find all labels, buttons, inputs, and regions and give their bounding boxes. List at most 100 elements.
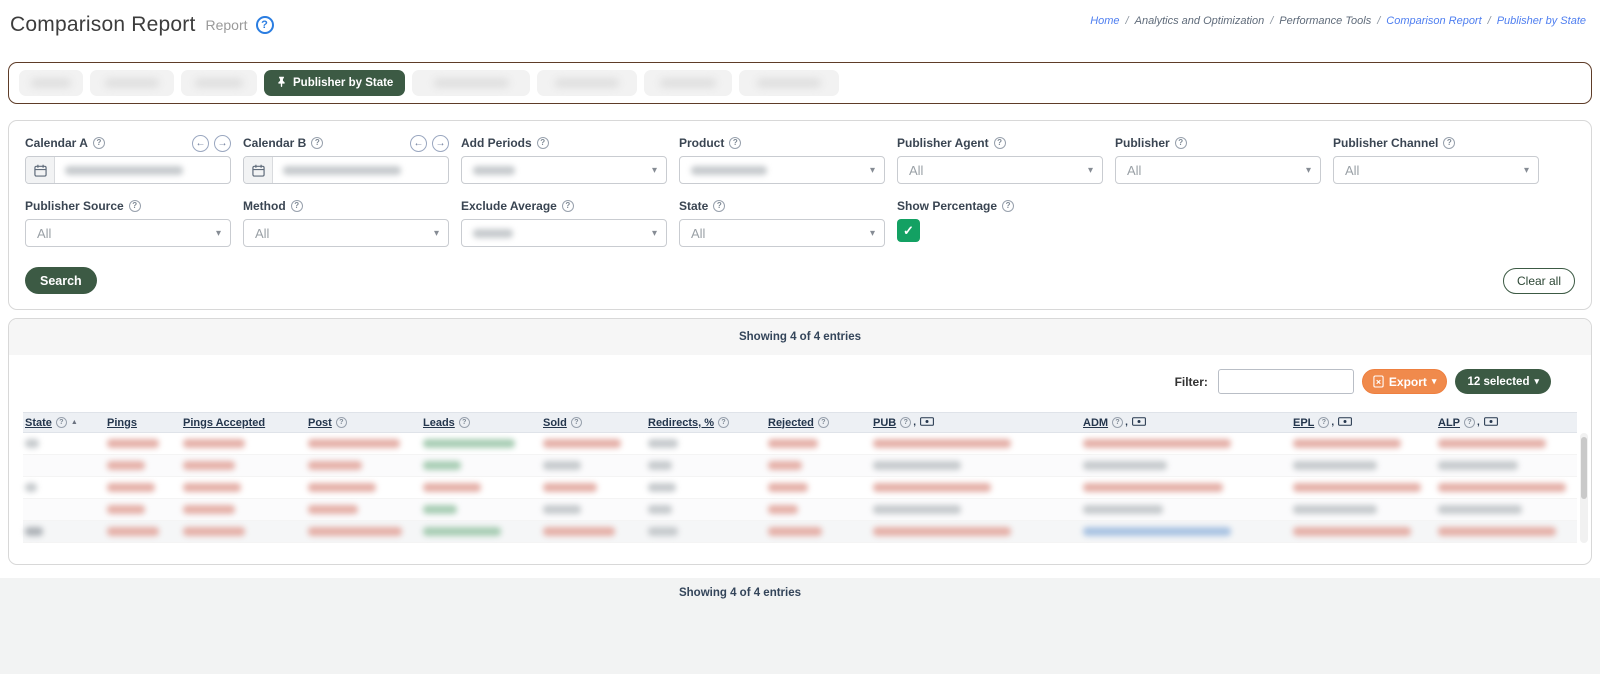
table-filter-input[interactable] [1217, 369, 1354, 394]
column-header-adm[interactable]: ADM?, [1081, 417, 1291, 429]
breadcrumb-item-comparison-report[interactable]: Comparison Report [1386, 15, 1482, 27]
columns-selected-button[interactable]: 12 selected ▾ [1455, 369, 1551, 394]
tab-blurred-6[interactable] [644, 70, 733, 96]
cell-value-blurred [25, 527, 43, 536]
column-header-post[interactable]: Post? [306, 417, 421, 429]
pub-help-icon: ? [900, 417, 912, 428]
filter-label-text: Show Percentage [897, 199, 998, 213]
arrow-left-icon[interactable]: ← [410, 134, 427, 152]
table-cell [421, 505, 541, 514]
select-value: All [37, 225, 52, 241]
table-scrollbar[interactable] [1580, 433, 1588, 543]
publisher-source-select[interactable]: All ▾ [25, 219, 231, 247]
column-label: ALP [1438, 416, 1460, 429]
table-row[interactable] [23, 455, 1577, 477]
calendar-b-input[interactable] [243, 156, 449, 184]
publisher-agent-help-icon: ? [993, 137, 1006, 149]
tab-blurred-0[interactable] [19, 70, 83, 96]
clear-all-button[interactable]: Clear all [1502, 267, 1575, 294]
cell-value-blurred [1438, 461, 1518, 470]
column-header-rejected[interactable]: Rejected? [766, 417, 871, 429]
calendar-a-input[interactable] [25, 156, 231, 184]
table-total-row[interactable] [23, 521, 1577, 543]
comma-mark: , [1331, 417, 1335, 428]
table-row[interactable] [23, 477, 1577, 499]
column-label: Post [308, 416, 332, 429]
table-cell [1291, 461, 1436, 470]
table-cell [105, 483, 181, 492]
column-header-epl[interactable]: EPL?, [1291, 417, 1436, 429]
cell-value-blurred [107, 483, 155, 492]
table-cell [1081, 461, 1291, 470]
chevron-down-icon: ▾ [1523, 164, 1529, 176]
arrow-left-icon[interactable]: ← [192, 134, 209, 152]
cell-value-blurred [873, 505, 961, 514]
column-header-pub[interactable]: PUB?, [871, 417, 1081, 429]
tab-blurred-1[interactable] [90, 70, 174, 96]
chevron-down-icon: ▾ [1534, 376, 1539, 386]
arrow-right-icon[interactable]: → [214, 134, 231, 152]
cell-value-blurred [1438, 439, 1546, 448]
showing-top-text: Showing 4 of 4 entries [738, 331, 862, 343]
cell-value-blurred [308, 505, 358, 514]
cell-value-blurred [183, 483, 241, 492]
filter-label-text: State [679, 199, 709, 213]
search-button[interactable]: Search [25, 267, 97, 294]
report-help-icon[interactable]: ? [255, 16, 274, 34]
tab-blurred-7[interactable] [739, 70, 840, 96]
tab-publisher-by-state[interactable]: Publisher by State [264, 70, 406, 96]
table-row[interactable] [23, 433, 1577, 455]
column-header-redirects[interactable]: Redirects, %? [646, 417, 766, 429]
column-label: Sold [543, 416, 567, 429]
table-cell [23, 439, 105, 448]
cell-value-blurred [25, 483, 37, 492]
tab-blurred-4[interactable] [412, 70, 531, 96]
add-periods-select[interactable]: ▾ [461, 156, 667, 184]
column-header-alp[interactable]: ALP?, [1436, 417, 1577, 429]
chevron-down-icon: ▾ [433, 227, 439, 239]
table-cell [766, 439, 871, 448]
table-cell [306, 483, 421, 492]
calendar-value-blurred [283, 165, 401, 175]
column-header-state[interactable]: State? ▲ [23, 417, 105, 429]
table-body [23, 433, 1588, 543]
breadcrumb-item-publisher-by-state[interactable]: Publisher by State [1496, 15, 1586, 27]
tab-blurred-5[interactable] [537, 70, 638, 96]
column-header-pings[interactable]: Pings [105, 417, 181, 429]
product-select[interactable]: ▾ [679, 156, 885, 184]
rejected-help-icon: ? [817, 417, 829, 428]
method-select[interactable]: All ▾ [243, 219, 449, 247]
column-header-leads[interactable]: Leads? [421, 417, 541, 429]
filter-field-method: Method? All ▾ [243, 197, 449, 247]
sold-help-icon: ? [570, 417, 582, 428]
column-header-sold[interactable]: Sold? [541, 417, 646, 429]
cell-value-blurred [1293, 439, 1401, 448]
exclude-average-select[interactable]: ▾ [461, 219, 667, 247]
filter-label-text: Calendar B [243, 136, 307, 150]
filter-field-state: State? All ▾ [679, 197, 885, 247]
filter-field-calendar-b: Calendar B? ← → [243, 134, 449, 184]
cell-value-blurred [107, 439, 159, 448]
publisher-select[interactable]: All ▾ [1115, 156, 1321, 184]
cell-value-blurred [423, 505, 457, 514]
chevron-down-icon: ▾ [869, 164, 875, 176]
table-cell [105, 461, 181, 470]
post-help-icon: ? [335, 417, 347, 428]
publisher-channel-select[interactable]: All ▾ [1333, 156, 1539, 184]
show-percentage-checkbox[interactable]: ✓ [897, 219, 920, 242]
state-select[interactable]: All ▾ [679, 219, 885, 247]
publisher-agent-select[interactable]: All ▾ [897, 156, 1103, 184]
chevron-down-icon: ▾ [1305, 164, 1311, 176]
table-cell [1081, 483, 1291, 492]
table-cell [871, 505, 1081, 514]
arrow-right-icon[interactable]: → [432, 134, 449, 152]
select-value: All [691, 225, 706, 241]
breadcrumb-item-home[interactable]: Home [1090, 15, 1120, 27]
column-header-pings-accepted[interactable]: Pings Accepted [181, 417, 306, 429]
table-cell [541, 483, 646, 492]
table-cell [421, 461, 541, 470]
table-row[interactable] [23, 499, 1577, 521]
export-button[interactable]: Export ▾ [1361, 369, 1448, 394]
table-cell [105, 505, 181, 514]
tab-blurred-2[interactable] [181, 70, 257, 96]
